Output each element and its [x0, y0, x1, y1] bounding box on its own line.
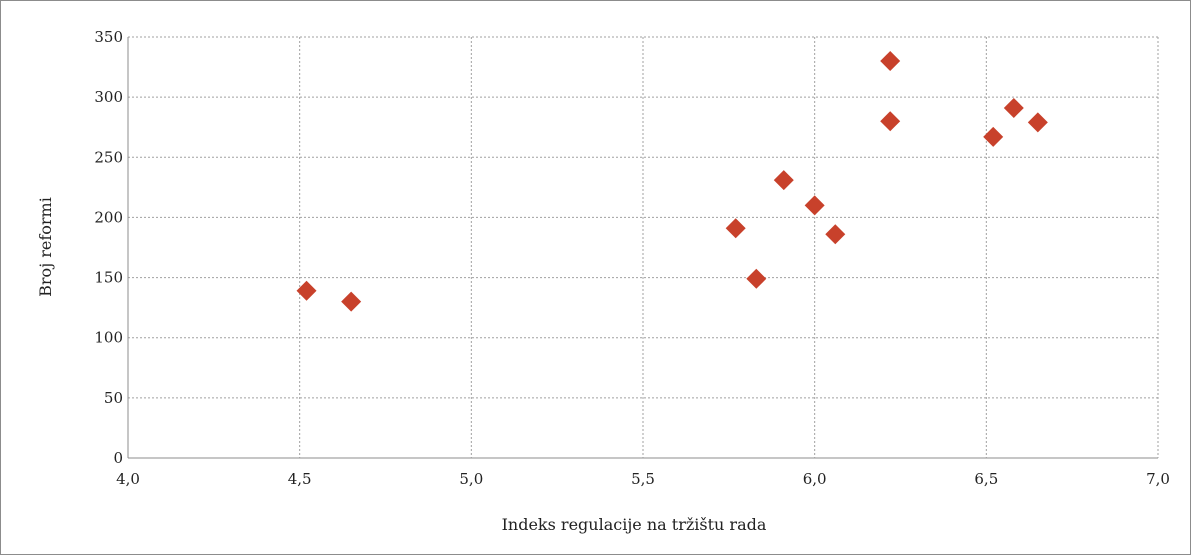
x-tick-label: 6,0: [803, 470, 827, 488]
data-point: [804, 195, 825, 216]
y-tick-label: 200: [94, 208, 123, 226]
x-tick-label: 5,5: [631, 470, 655, 488]
x-tick-label: 6,5: [974, 470, 998, 488]
x-tick-label: 5,0: [459, 470, 483, 488]
y-tick-label: 150: [94, 269, 123, 287]
data-point: [825, 224, 846, 245]
y-tick-label: 50: [104, 389, 123, 407]
data-point: [880, 111, 901, 132]
y-tick-label: 100: [94, 329, 123, 347]
data-point: [880, 51, 901, 72]
y-tick-label: 0: [113, 449, 123, 467]
y-axis-label: Broj reformi: [36, 197, 55, 297]
data-point: [773, 170, 794, 191]
x-axis-label: Indeks regulacije na tržištu rada: [502, 515, 767, 534]
y-tick-labels: 0 50 100 150 200 250 300 350: [94, 28, 123, 467]
data-point: [341, 291, 362, 312]
x-tick-label: 7,0: [1146, 470, 1170, 488]
x-tick-label: 4,5: [288, 470, 312, 488]
data-point: [983, 126, 1004, 147]
data-points: [296, 51, 1048, 312]
y-tick-label: 250: [94, 148, 123, 166]
grid-lines: [127, 36, 1159, 459]
data-point: [725, 218, 746, 239]
data-point: [1003, 97, 1024, 118]
x-tick-labels: 4,0 4,5 5,0 5,5 6,0 6,5 7,0: [116, 470, 1170, 488]
y-tick-label: 300: [94, 88, 123, 106]
x-tick-label: 4,0: [116, 470, 140, 488]
data-point: [746, 268, 767, 289]
data-point: [296, 280, 317, 301]
data-point: [1027, 112, 1048, 133]
y-tick-label: 350: [94, 28, 123, 46]
